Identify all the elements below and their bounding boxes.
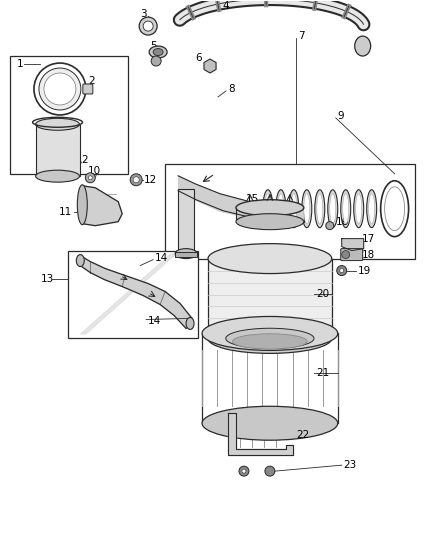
Ellipse shape	[186, 318, 194, 329]
Ellipse shape	[208, 324, 332, 353]
Text: 2: 2	[88, 76, 95, 86]
Ellipse shape	[265, 193, 271, 224]
Circle shape	[130, 174, 142, 186]
Ellipse shape	[304, 193, 310, 224]
Text: 13: 13	[40, 273, 53, 284]
Text: 10: 10	[88, 166, 102, 176]
Text: 6: 6	[195, 53, 202, 63]
Text: 21: 21	[316, 368, 329, 378]
Circle shape	[39, 68, 81, 110]
Polygon shape	[80, 256, 192, 328]
Text: 20: 20	[316, 288, 329, 298]
Text: 8: 8	[228, 84, 235, 94]
Ellipse shape	[354, 190, 364, 228]
Circle shape	[34, 63, 86, 115]
Ellipse shape	[77, 185, 87, 225]
Ellipse shape	[328, 190, 338, 228]
Ellipse shape	[302, 190, 312, 228]
Bar	[175, 252, 197, 256]
Ellipse shape	[236, 200, 304, 216]
Polygon shape	[204, 59, 216, 73]
Ellipse shape	[149, 46, 167, 58]
Bar	[68, 251, 198, 338]
Text: 17: 17	[362, 233, 375, 244]
Ellipse shape	[291, 193, 297, 224]
Ellipse shape	[315, 190, 325, 228]
Ellipse shape	[317, 193, 323, 224]
Text: 7: 7	[298, 31, 304, 41]
Circle shape	[133, 177, 139, 183]
Circle shape	[85, 173, 95, 183]
Ellipse shape	[341, 190, 351, 228]
Bar	[208, 259, 332, 338]
Text: 5: 5	[151, 41, 157, 51]
Circle shape	[239, 466, 249, 476]
Ellipse shape	[35, 170, 80, 182]
Ellipse shape	[202, 317, 338, 350]
FancyBboxPatch shape	[83, 84, 93, 94]
Bar	[165, 164, 415, 259]
Bar	[11, 56, 128, 174]
Text: 14: 14	[155, 253, 168, 263]
Circle shape	[44, 73, 76, 105]
Ellipse shape	[385, 187, 405, 231]
Ellipse shape	[153, 49, 163, 55]
Ellipse shape	[355, 36, 371, 56]
Circle shape	[340, 269, 344, 272]
Polygon shape	[82, 186, 122, 225]
Bar	[236, 208, 304, 222]
Bar	[178, 189, 194, 254]
Ellipse shape	[367, 190, 377, 228]
Polygon shape	[228, 413, 293, 455]
Text: 9: 9	[338, 111, 344, 121]
Ellipse shape	[263, 190, 273, 228]
Circle shape	[143, 21, 153, 31]
Ellipse shape	[356, 193, 362, 224]
Circle shape	[265, 466, 275, 476]
Text: 23: 23	[344, 460, 357, 470]
Circle shape	[88, 176, 92, 180]
Ellipse shape	[226, 328, 314, 349]
Ellipse shape	[202, 406, 338, 440]
Text: 19: 19	[358, 265, 371, 276]
Polygon shape	[342, 239, 364, 251]
Ellipse shape	[289, 190, 299, 228]
Circle shape	[139, 17, 157, 35]
Text: 4: 4	[222, 1, 229, 11]
Ellipse shape	[276, 190, 286, 228]
Ellipse shape	[369, 193, 374, 224]
Circle shape	[326, 222, 334, 230]
Ellipse shape	[330, 193, 336, 224]
Text: 12: 12	[144, 175, 157, 185]
Bar	[35, 124, 80, 176]
Ellipse shape	[343, 193, 349, 224]
Circle shape	[337, 265, 347, 276]
FancyBboxPatch shape	[341, 248, 363, 261]
Ellipse shape	[278, 193, 284, 224]
Text: 18: 18	[362, 249, 375, 260]
Text: 14: 14	[148, 317, 162, 326]
Bar	[202, 334, 338, 423]
Ellipse shape	[175, 248, 197, 259]
Circle shape	[151, 56, 161, 66]
Text: 1: 1	[17, 59, 23, 69]
Ellipse shape	[208, 244, 332, 273]
Text: 3: 3	[140, 9, 147, 19]
Text: 11: 11	[59, 207, 72, 217]
Ellipse shape	[233, 334, 307, 349]
Circle shape	[242, 469, 246, 473]
Ellipse shape	[76, 255, 84, 266]
Text: 2: 2	[81, 155, 88, 165]
Text: 22: 22	[296, 430, 309, 440]
Ellipse shape	[35, 118, 80, 130]
Text: 15: 15	[246, 193, 259, 204]
Ellipse shape	[236, 214, 304, 230]
Text: 16: 16	[336, 217, 349, 227]
Circle shape	[342, 251, 350, 259]
